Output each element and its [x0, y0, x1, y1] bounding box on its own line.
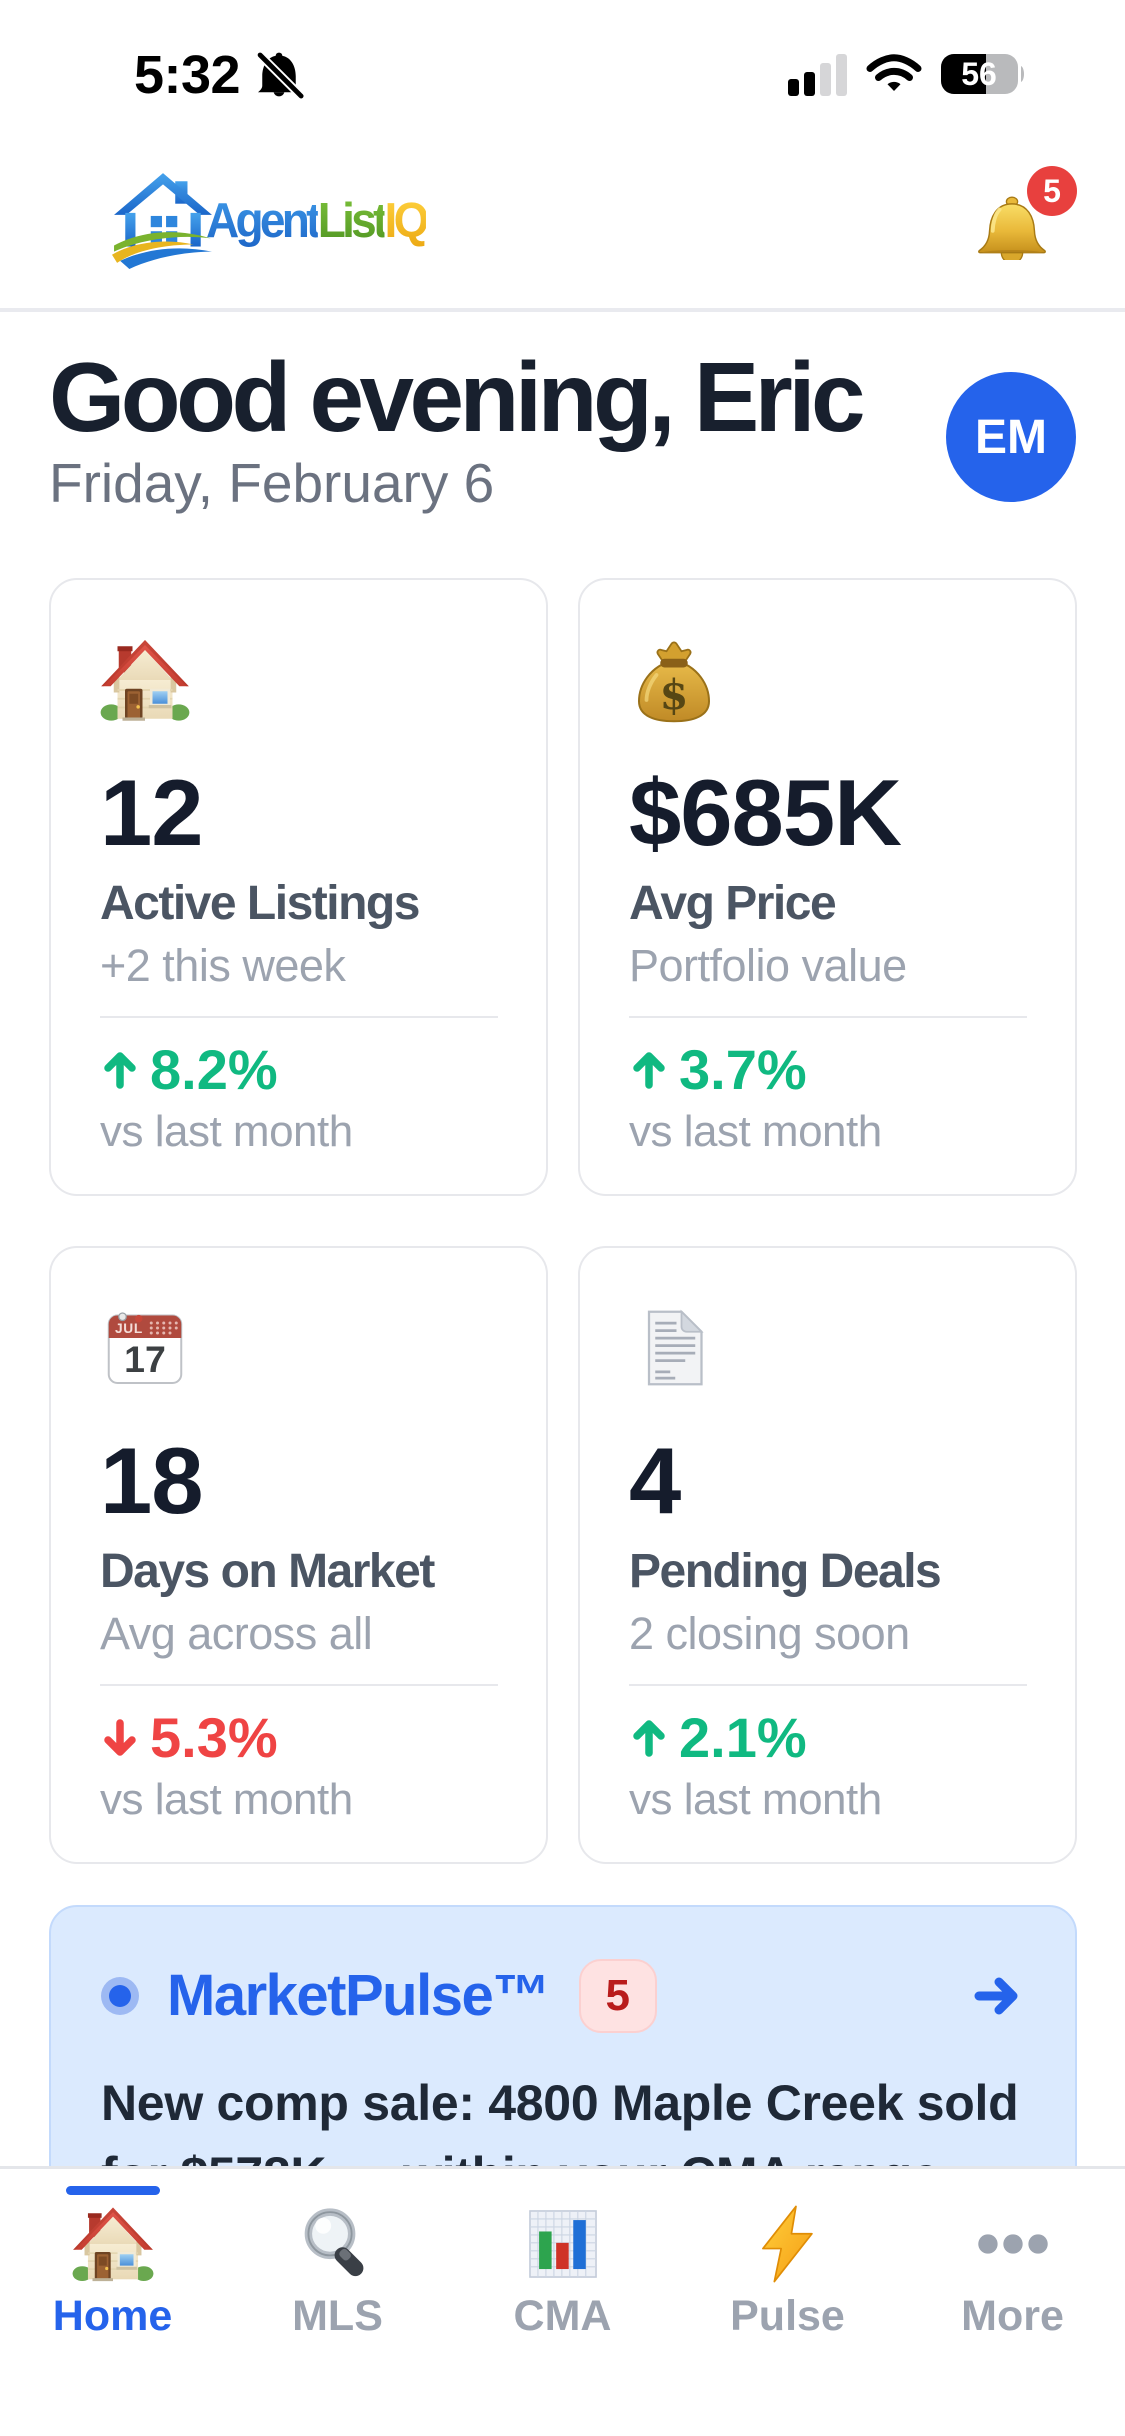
status-time: 5:32 — [134, 45, 241, 105]
greeting-date: Friday, February 6 — [49, 452, 495, 514]
house-emoji-icon — [71, 2206, 154, 2282]
arrow-right-icon[interactable] — [973, 1975, 1019, 2017]
tab-label: CMA — [513, 2292, 612, 2340]
marketpulse-badge: 5 — [578, 1959, 657, 2033]
stat-note: vs last month — [100, 1107, 353, 1156]
ellipsis-icon — [977, 2234, 1048, 2254]
card-divider — [100, 1016, 498, 1018]
stat-sublabel: 2 closing soon — [629, 1608, 910, 1659]
arrow-up-icon — [100, 1048, 140, 1092]
stat-card-days-on-market[interactable]: 18 Days on Market Avg across all 5.3% vs… — [49, 1246, 548, 1864]
battery-icon: 56 — [941, 54, 1024, 94]
marketpulse-title: MarketPulse™ — [167, 1963, 550, 2028]
stat-sublabel: +2 this week — [100, 940, 346, 991]
marketpulse-header: MarketPulse™ 5 — [101, 1959, 1025, 2033]
logo-part-iq: IQ — [384, 194, 430, 248]
stat-card-pending-deals[interactable]: 4 Pending Deals 2 closing soon 2.1% vs l… — [578, 1246, 1077, 1864]
card-divider — [629, 1016, 1027, 1018]
header-divider — [0, 308, 1125, 312]
arrow-up-icon — [629, 1716, 669, 1760]
avatar[interactable]: EM — [946, 372, 1076, 502]
calendar-emoji-icon — [107, 1312, 183, 1384]
tab-more[interactable]: More — [900, 2169, 1125, 2436]
stat-delta: 8.2% — [100, 1042, 498, 1098]
arrow-down-icon — [100, 1716, 140, 1760]
stat-label: Active Listings — [100, 877, 420, 930]
bar-chart-emoji-icon — [528, 2210, 597, 2278]
logo-part-list: List — [317, 194, 389, 248]
stats-grid: 12 Active Listings +2 this week 8.2% vs … — [49, 578, 1077, 1864]
tab-label: Pulse — [730, 2292, 845, 2340]
stat-note: vs last month — [629, 1107, 882, 1156]
stat-delta-value: 3.7% — [679, 1038, 807, 1101]
active-tab-indicator — [66, 2186, 160, 2195]
stat-card-avg-price[interactable]: $685K Avg Price Portfolio value 3.7% vs … — [578, 578, 1077, 1196]
stat-sublabel: Avg across all — [100, 1608, 373, 1659]
greeting-section: Good evening, Eric Friday, February 6 EM — [49, 348, 1076, 511]
stat-delta-value: 2.1% — [679, 1706, 807, 1769]
card-divider — [100, 1684, 498, 1686]
stat-note: vs last month — [629, 1775, 882, 1824]
tab-label: MLS — [292, 2292, 383, 2340]
page-title: Good evening, Eric — [49, 342, 866, 452]
app-logo: AgentListIQ — [110, 168, 440, 270]
stat-card-active-listings[interactable]: 12 Active Listings +2 this week 8.2% vs … — [49, 578, 548, 1196]
page-emoji-icon — [647, 1310, 703, 1386]
card-divider — [629, 1684, 1027, 1686]
tab-mls[interactable]: MLS — [225, 2169, 450, 2436]
mute-bell-slash-icon — [252, 50, 306, 100]
notifications-button[interactable]: 5 — [965, 166, 1077, 276]
tab-label: Home — [52, 2292, 173, 2340]
tab-cma[interactable]: CMA — [450, 2169, 675, 2436]
wifi-icon — [866, 53, 922, 95]
notification-badge: 5 — [1027, 166, 1077, 216]
app-header: AgentListIQ 5 — [0, 150, 1125, 308]
cellular-signal-icon — [788, 54, 847, 96]
stat-sublabel: Portfolio value — [629, 940, 907, 991]
stat-value: $685K — [629, 760, 902, 865]
stat-value: 12 — [100, 760, 204, 865]
lightning-emoji-icon — [761, 2205, 813, 2283]
battery-percent: 56 — [961, 56, 997, 92]
logo-house-icon — [112, 173, 212, 269]
stat-delta: 5.3% — [100, 1710, 498, 1766]
stat-delta: 3.7% — [629, 1042, 1027, 1098]
stat-delta-value: 8.2% — [150, 1038, 278, 1101]
stat-label: Days on Market — [100, 1545, 435, 1598]
tab-bar: Home MLS CMA Pulse More — [0, 2166, 1125, 2436]
stat-label: Avg Price — [629, 877, 837, 930]
tab-pulse[interactable]: Pulse — [675, 2169, 900, 2436]
stat-note: vs last month — [100, 1775, 353, 1824]
stat-value: 18 — [100, 1428, 204, 1533]
stat-delta-value: 5.3% — [150, 1706, 278, 1769]
tab-label: More — [961, 2292, 1064, 2340]
logo-wordmark: AgentListIQ — [206, 193, 430, 249]
logo-part-agent: Agent — [206, 194, 321, 248]
pulse-dot-icon — [101, 1977, 139, 2015]
tab-home[interactable]: Home — [0, 2169, 225, 2436]
stat-value: 4 — [629, 1428, 681, 1533]
stat-delta: 2.1% — [629, 1710, 1027, 1766]
arrow-up-icon — [629, 1048, 669, 1092]
moneybag-emoji-icon — [637, 640, 711, 724]
house-emoji-icon — [99, 639, 191, 722]
stat-label: Pending Deals — [629, 1545, 942, 1598]
status-bar: 5:32 56 — [0, 0, 1125, 110]
magnifier-emoji-icon — [297, 2203, 379, 2285]
